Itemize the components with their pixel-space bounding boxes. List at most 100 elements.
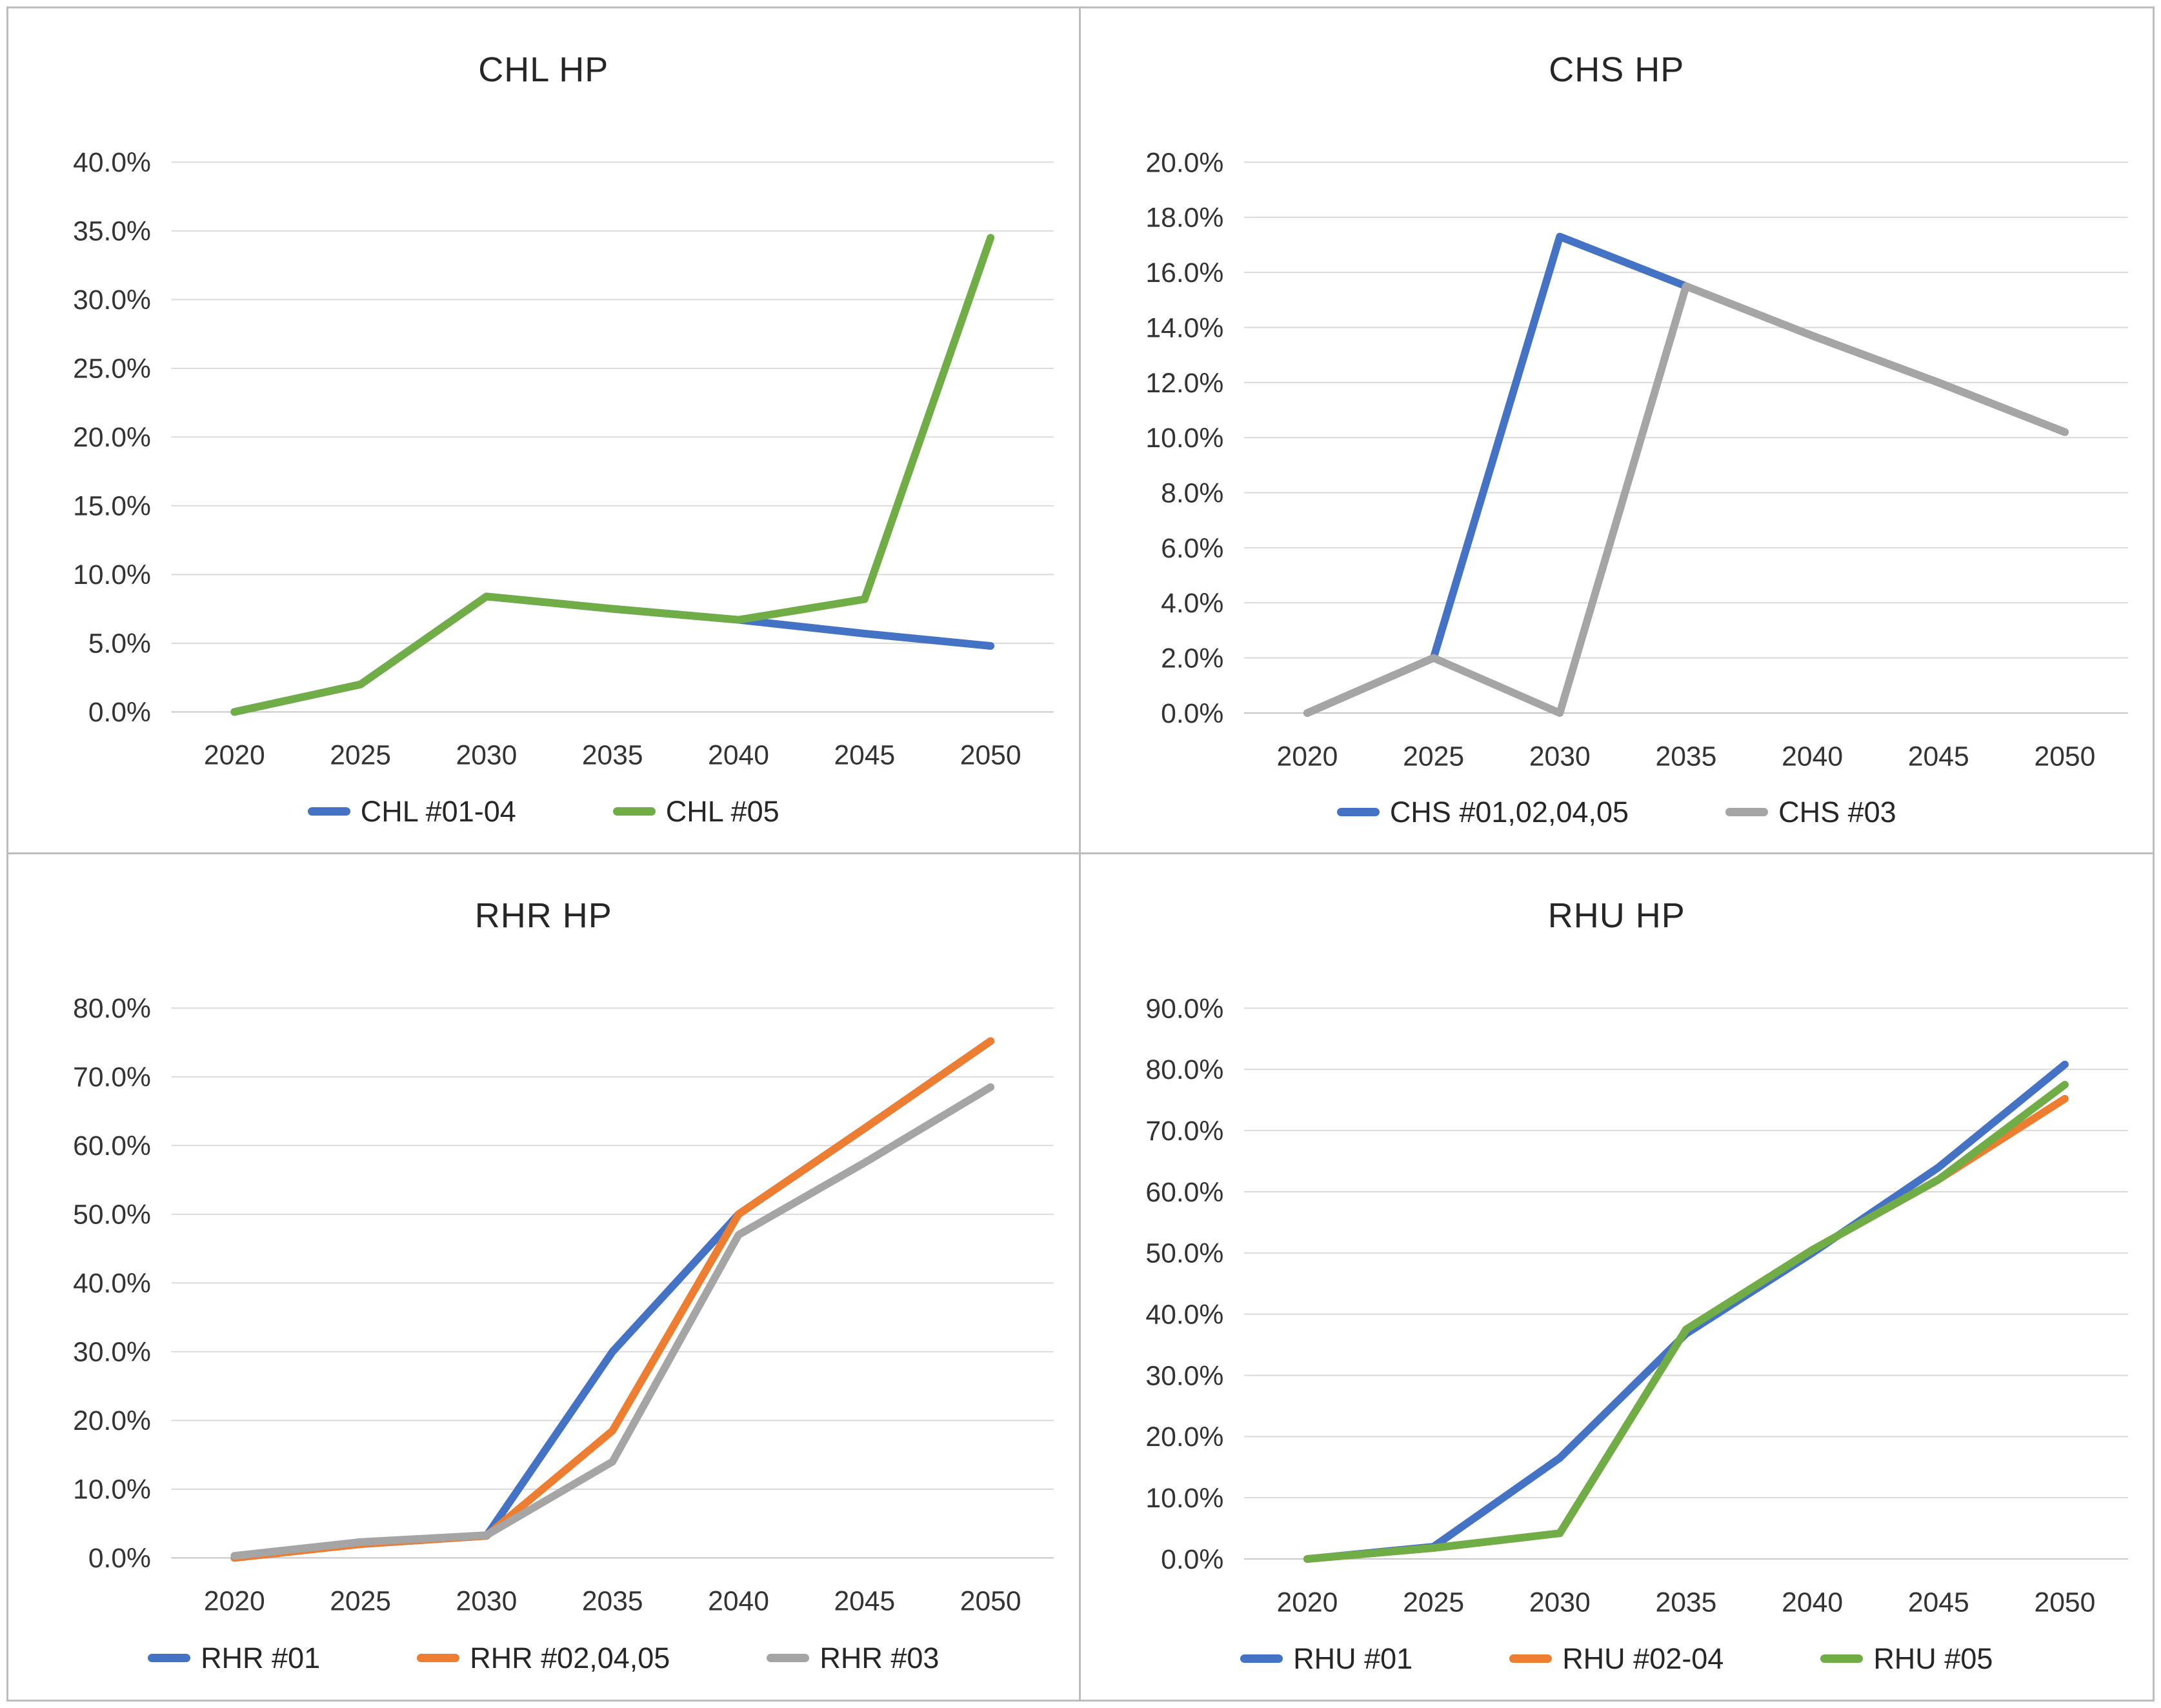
legend-line-swatch (1725, 808, 1769, 817)
chart-panel-chl-hp: CHL HP 0.0% 5.0% 10.0% 15.0% 20.0% 25.0% 30.0%… (8, 8, 1081, 854)
legend-rhu-hp: RHU #01 RHU #02-04 RHU #05 (1081, 1633, 2153, 1700)
legend-label: CHS #03 (1778, 795, 1896, 829)
legend-item: RHR #03 (767, 1642, 939, 1675)
svg-text:2035: 2035 (1655, 741, 1716, 772)
chart-title-chs-hp: CHS HP (1549, 50, 1685, 89)
chart-panel-rhr-hp: RHR HP 0.0% 10.0% 20.0% 30.0% 40.0% 50.0% 60.0… (8, 854, 1081, 1700)
svg-text:20.0%: 20.0% (1145, 147, 1223, 178)
legend-line-swatch (1336, 808, 1380, 817)
svg-text:10.0%: 10.0% (1145, 423, 1223, 454)
svg-text:40.0%: 40.0% (1145, 1299, 1223, 1330)
legend-line-swatch (767, 1654, 810, 1663)
svg-text:8.0%: 8.0% (1161, 477, 1223, 508)
svg-text:12.0%: 12.0% (1145, 368, 1223, 399)
svg-text:2025: 2025 (1403, 741, 1464, 772)
svg-text:5.0%: 5.0% (88, 628, 151, 659)
svg-text:2040: 2040 (1782, 741, 1843, 772)
line-plot-rhr-hp: 0.0% 10.0% 20.0% 30.0% 40.0% 50.0% 60.0% 70.0% 8… (73, 993, 1054, 1616)
svg-text:2025: 2025 (330, 740, 391, 771)
legend-line-swatch (1509, 1654, 1553, 1663)
svg-text:2050: 2050 (2034, 1587, 2095, 1618)
legend-label: RHR #03 (819, 1641, 940, 1674)
svg-text:20.0%: 20.0% (73, 422, 151, 453)
legend-rhr-hp: RHR #01 RHR #02,04,05 RHR #03 (8, 1631, 1079, 1700)
line-plot-chs-hp: 0.0% 2.0% 4.0% 6.0% 8.0% 10.0% 12.0% 14.0% 16.0%… (1145, 147, 2128, 772)
svg-text:2050: 2050 (960, 740, 1021, 771)
legend-line-swatch (148, 1654, 191, 1663)
svg-text:50.0%: 50.0% (73, 1199, 151, 1230)
legend-line-swatch (307, 807, 350, 816)
svg-text:60.0%: 60.0% (1145, 1176, 1223, 1207)
legend-chl-hp: CHL #01-04 CHL #05 (8, 785, 1079, 852)
svg-text:2045: 2045 (834, 1585, 895, 1616)
svg-text:2050: 2050 (2034, 741, 2095, 772)
svg-text:2035: 2035 (582, 740, 643, 771)
chart-panel-chs-hp: CHS HP 0.0% 2.0% 4.0% 6.0% 8.0% 10.0% 12.0% 14.… (1080, 8, 2153, 854)
svg-text:90.0%: 90.0% (1145, 993, 1223, 1024)
svg-text:2045: 2045 (1907, 1587, 1969, 1618)
svg-text:2.0%: 2.0% (1161, 643, 1223, 674)
chart-title-rhr-hp: RHR HP (474, 896, 612, 935)
svg-text:2045: 2045 (834, 740, 895, 771)
legend-label: RHU #05 (1873, 1642, 1993, 1675)
svg-text:80.0%: 80.0% (73, 993, 151, 1024)
legend-item: CHS #03 (1725, 796, 1896, 829)
svg-text:2035: 2035 (1655, 1587, 1716, 1618)
legend-label: RHU #01 (1293, 1642, 1413, 1675)
svg-text:18.0%: 18.0% (1145, 203, 1223, 234)
svg-text:16.0%: 16.0% (1145, 257, 1223, 288)
svg-text:2030: 2030 (1529, 1587, 1590, 1618)
svg-text:10.0%: 10.0% (73, 559, 151, 590)
legend-label: RHR #01 (201, 1641, 321, 1674)
legend-label: RHR #02,04,05 (470, 1641, 670, 1674)
svg-text:30.0%: 30.0% (73, 1336, 151, 1367)
svg-text:30.0%: 30.0% (1145, 1360, 1223, 1391)
legend-item: CHL #05 (612, 795, 779, 829)
svg-text:0.0%: 0.0% (88, 1543, 151, 1574)
legend-item: RHU #01 (1240, 1642, 1412, 1676)
svg-text:30.0%: 30.0% (73, 285, 151, 316)
chart-grid: CHL HP 0.0% 5.0% 10.0% 15.0% 20.0% 25.0% 30.0%… (6, 6, 2155, 1702)
line-plot-chl-hp: 0.0% 5.0% 10.0% 15.0% 20.0% 25.0% 30.0% 35.0% 40… (73, 147, 1054, 771)
svg-text:35.0%: 35.0% (73, 216, 151, 247)
svg-text:2045: 2045 (1907, 741, 1969, 772)
legend-item: RHU #02-04 (1509, 1642, 1724, 1676)
svg-text:2030: 2030 (1529, 741, 1590, 772)
line-plot-rhu-hp: 0.0% 10.0% 20.0% 30.0% 40.0% 50.0% 60.0% 70.0% 8… (1145, 993, 2128, 1618)
svg-text:6.0%: 6.0% (1161, 533, 1223, 564)
svg-text:2040: 2040 (708, 740, 769, 771)
svg-text:50.0%: 50.0% (1145, 1238, 1223, 1269)
svg-text:10.0%: 10.0% (1145, 1483, 1223, 1514)
svg-text:40.0%: 40.0% (73, 1268, 151, 1299)
svg-text:2020: 2020 (1276, 1587, 1338, 1618)
legend-chs-hp: CHS #01,02,04,05 CHS #03 (1081, 787, 2153, 852)
svg-text:60.0%: 60.0% (73, 1130, 151, 1161)
legend-item: RHR #02,04,05 (417, 1642, 670, 1675)
svg-text:40.0%: 40.0% (73, 147, 151, 178)
svg-text:2030: 2030 (456, 740, 518, 771)
svg-text:4.0%: 4.0% (1161, 588, 1223, 619)
svg-text:10.0%: 10.0% (73, 1474, 151, 1505)
svg-text:2035: 2035 (582, 1585, 643, 1616)
legend-line-swatch (1240, 1654, 1283, 1663)
svg-text:20.0%: 20.0% (73, 1405, 151, 1436)
svg-text:14.0%: 14.0% (1145, 312, 1223, 343)
chart-title-chl-hp: CHL HP (478, 50, 609, 89)
legend-item: RHU #05 (1820, 1642, 1993, 1676)
svg-text:25.0%: 25.0% (73, 354, 151, 385)
svg-text:2020: 2020 (1276, 741, 1338, 772)
svg-text:0.0%: 0.0% (1161, 1543, 1223, 1574)
legend-line-swatch (612, 807, 656, 816)
chart-title-rhu-hp: RHU HP (1547, 896, 1685, 935)
svg-text:0.0%: 0.0% (1161, 698, 1223, 729)
svg-text:2025: 2025 (1403, 1587, 1464, 1618)
svg-text:70.0%: 70.0% (73, 1061, 151, 1092)
legend-item: CHS #01,02,04,05 (1336, 796, 1629, 829)
legend-label: CHL #01-04 (360, 794, 516, 828)
svg-text:2025: 2025 (330, 1585, 391, 1616)
svg-text:70.0%: 70.0% (1145, 1116, 1223, 1147)
svg-text:2020: 2020 (204, 1585, 265, 1616)
svg-text:2050: 2050 (960, 1585, 1021, 1616)
svg-text:0.0%: 0.0% (88, 697, 151, 728)
